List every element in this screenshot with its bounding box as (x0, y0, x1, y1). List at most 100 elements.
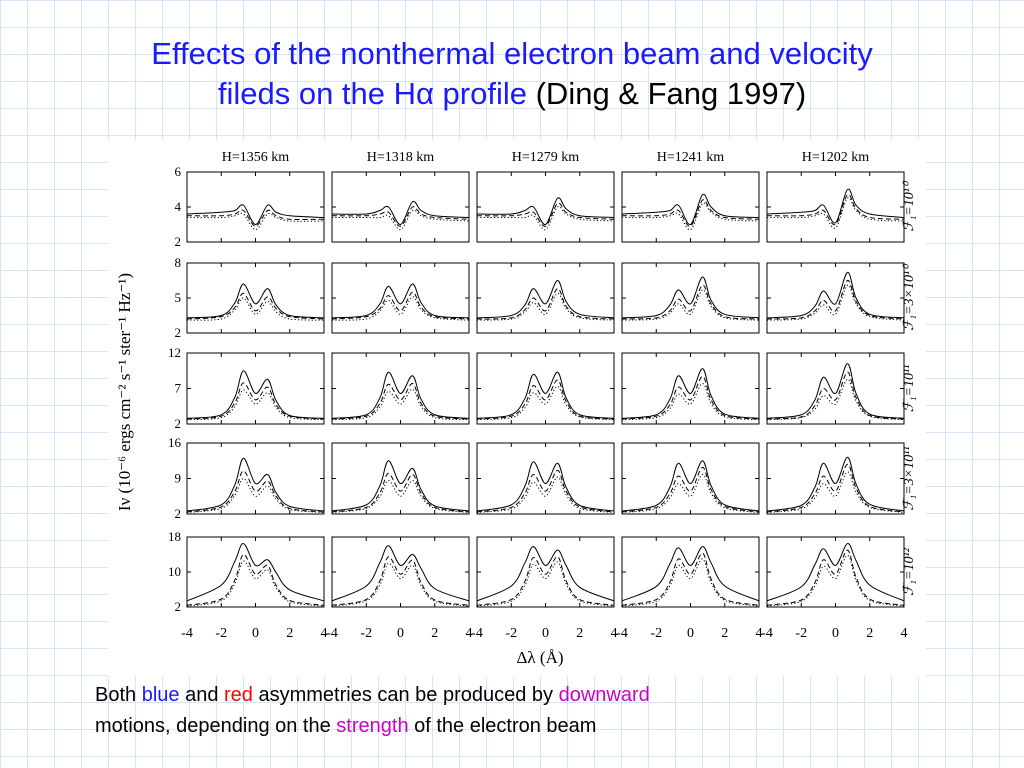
x-tick-label: 2 (286, 626, 293, 641)
profile-line (621, 546, 760, 602)
profile-line (476, 379, 615, 420)
caption-text: asymmetries can be produced by (252, 684, 559, 706)
profile-line (621, 552, 760, 606)
column-title: H=1241 km (657, 150, 725, 165)
x-tick-label: -2 (505, 626, 517, 641)
y-tick-label: 7 (175, 381, 182, 396)
title-text: fileds on the Hα profile (217, 76, 527, 111)
profile-line (476, 288, 615, 320)
profile-line (766, 554, 905, 607)
row-label: ℱ₁=10¹⁰ (902, 180, 917, 232)
caption-text: motions, depending on the (95, 715, 337, 737)
y-tick-label: 2 (175, 599, 182, 614)
x-tick-label: 2 (866, 626, 873, 641)
profile-line (621, 460, 760, 512)
caption-text: red (224, 684, 253, 706)
x-tick-label: 0 (252, 626, 259, 641)
title-reference: (Ding & Fang 1997) (535, 76, 807, 111)
profile-line (621, 558, 760, 607)
y-tick-label: 5 (175, 290, 182, 305)
y-tick-label: 18 (168, 529, 181, 544)
profile-line (621, 375, 760, 420)
caption-line: Both blue and red asymmetries can be pro… (95, 680, 650, 711)
profile-line (766, 456, 905, 512)
x-tick-label: 0 (542, 626, 549, 641)
profile-line (476, 371, 615, 419)
x-tick-label: 2 (431, 626, 438, 641)
profile-line (766, 284, 905, 321)
x-tick-label: 4 (321, 626, 328, 641)
x-tick-label: 2 (576, 626, 583, 641)
y-tick-label: 2 (175, 416, 182, 431)
x-tick-label: -4 (326, 626, 338, 641)
profile-line (186, 370, 325, 419)
profile-line (766, 549, 905, 606)
y-axis-label: Iν (10⁻⁶ ergs cm⁻² s⁻¹ ster⁻¹ Hz⁻¹) (115, 273, 134, 511)
x-tick-label: -4 (181, 626, 193, 641)
profile-line (621, 383, 760, 421)
caption-text: downward (558, 684, 650, 706)
title-line: Effects of the nonthermal electron beam … (151, 36, 873, 71)
x-tick-label: -2 (360, 626, 372, 641)
profile-line (331, 371, 470, 419)
profile-line (621, 284, 760, 320)
profile-line (477, 205, 615, 231)
profile-line (476, 561, 615, 607)
profile-line (476, 461, 615, 512)
profile-line (186, 560, 325, 607)
x-tick-label: -2 (795, 626, 807, 641)
profile-line (332, 209, 470, 231)
row-label: ℱ₁=10¹¹ (902, 365, 917, 413)
profile-line (331, 556, 470, 606)
caption: Both blue and red asymmetries can be pro… (95, 680, 650, 742)
caption-text: strength (336, 715, 409, 737)
profile-line (186, 543, 325, 602)
profile-line (186, 382, 325, 420)
profile-line (766, 463, 905, 513)
profile-line (186, 212, 325, 231)
profile-line (476, 292, 615, 321)
title-line: fileds on the Hα profile (Ding & Fang 19… (0, 74, 1024, 114)
x-tick-label: 0 (397, 626, 404, 641)
profile-line (331, 460, 470, 512)
x-tick-label: 2 (721, 626, 728, 641)
profile-line (186, 554, 325, 606)
caption-text: blue (141, 684, 180, 706)
x-axis-label: Δλ (Å) (516, 648, 563, 667)
figure-background (108, 140, 926, 676)
profile-line (331, 562, 470, 607)
column-title: H=1279 km (512, 150, 580, 165)
profile-line (331, 480, 470, 513)
x-tick-label: 4 (466, 626, 473, 641)
y-tick-label: 16 (168, 435, 182, 450)
row-label: ℱ₁=3×10¹⁰ (902, 263, 917, 331)
caption-text: Both (95, 684, 142, 706)
profile-line (476, 546, 615, 602)
profile-line (186, 389, 325, 421)
x-tick-label: 4 (611, 626, 618, 641)
column-title: H=1202 km (802, 150, 870, 165)
x-tick-label: -4 (761, 626, 773, 641)
y-tick-label: 2 (175, 234, 182, 249)
profile-line (621, 276, 760, 319)
profile-line (476, 476, 615, 513)
profile-line (331, 283, 470, 319)
profile-line (331, 545, 470, 602)
profile-line (476, 202, 615, 227)
x-tick-label: -2 (215, 626, 227, 641)
profile-line (331, 383, 470, 420)
y-tick-label: 2 (175, 325, 182, 340)
profile-line (476, 280, 615, 319)
profile-line (766, 543, 905, 602)
profile-line (621, 368, 760, 419)
x-tick-label: 4 (756, 626, 763, 641)
y-tick-label: 9 (175, 471, 182, 486)
profile-line (766, 371, 905, 420)
profile-line (331, 200, 470, 225)
row-label: ℱ₁=3×10¹¹ (902, 446, 917, 510)
x-tick-label: -4 (616, 626, 628, 641)
slide-title: Effects of the nonthermal electron beam … (0, 34, 1024, 114)
x-tick-label: 0 (832, 626, 839, 641)
